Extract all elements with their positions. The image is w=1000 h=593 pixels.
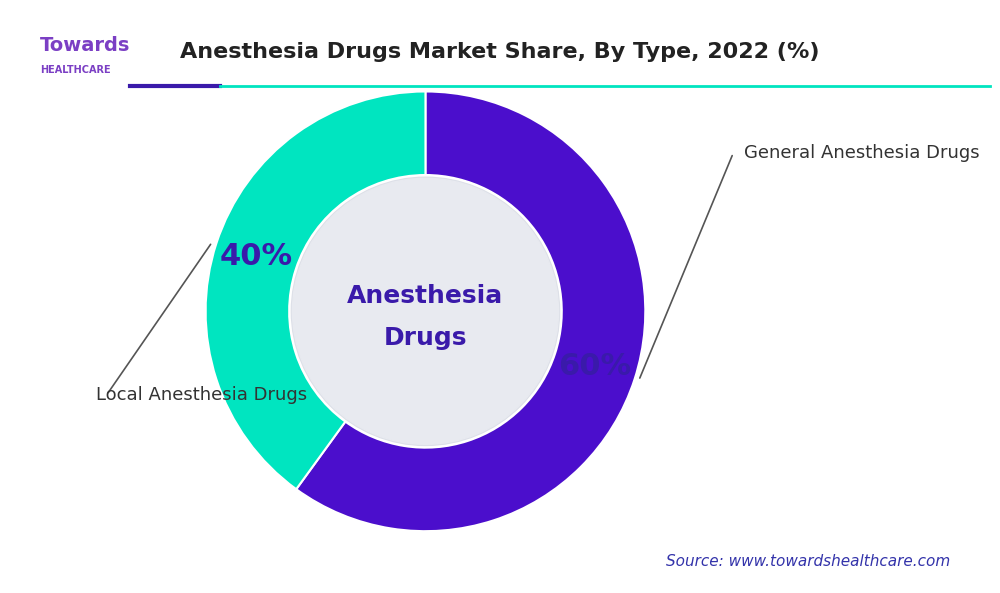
Circle shape xyxy=(291,177,560,445)
Text: General Anesthesia Drugs: General Anesthesia Drugs xyxy=(744,144,980,162)
Text: Source: www.towardshealthcare.com: Source: www.towardshealthcare.com xyxy=(666,554,950,569)
Text: Towards: Towards xyxy=(40,36,130,55)
Text: HEALTHCARE: HEALTHCARE xyxy=(40,65,111,75)
Circle shape xyxy=(292,178,558,444)
Text: Drugs: Drugs xyxy=(384,326,467,350)
Text: Anesthesia Drugs Market Share, By Type, 2022 (%): Anesthesia Drugs Market Share, By Type, … xyxy=(180,42,820,62)
Wedge shape xyxy=(296,91,645,531)
Text: 40%: 40% xyxy=(220,242,293,271)
Wedge shape xyxy=(206,91,425,489)
Text: Anesthesia: Anesthesia xyxy=(347,284,504,308)
Text: 60%: 60% xyxy=(558,352,631,381)
Text: Local Anesthesia Drugs: Local Anesthesia Drugs xyxy=(96,386,307,404)
